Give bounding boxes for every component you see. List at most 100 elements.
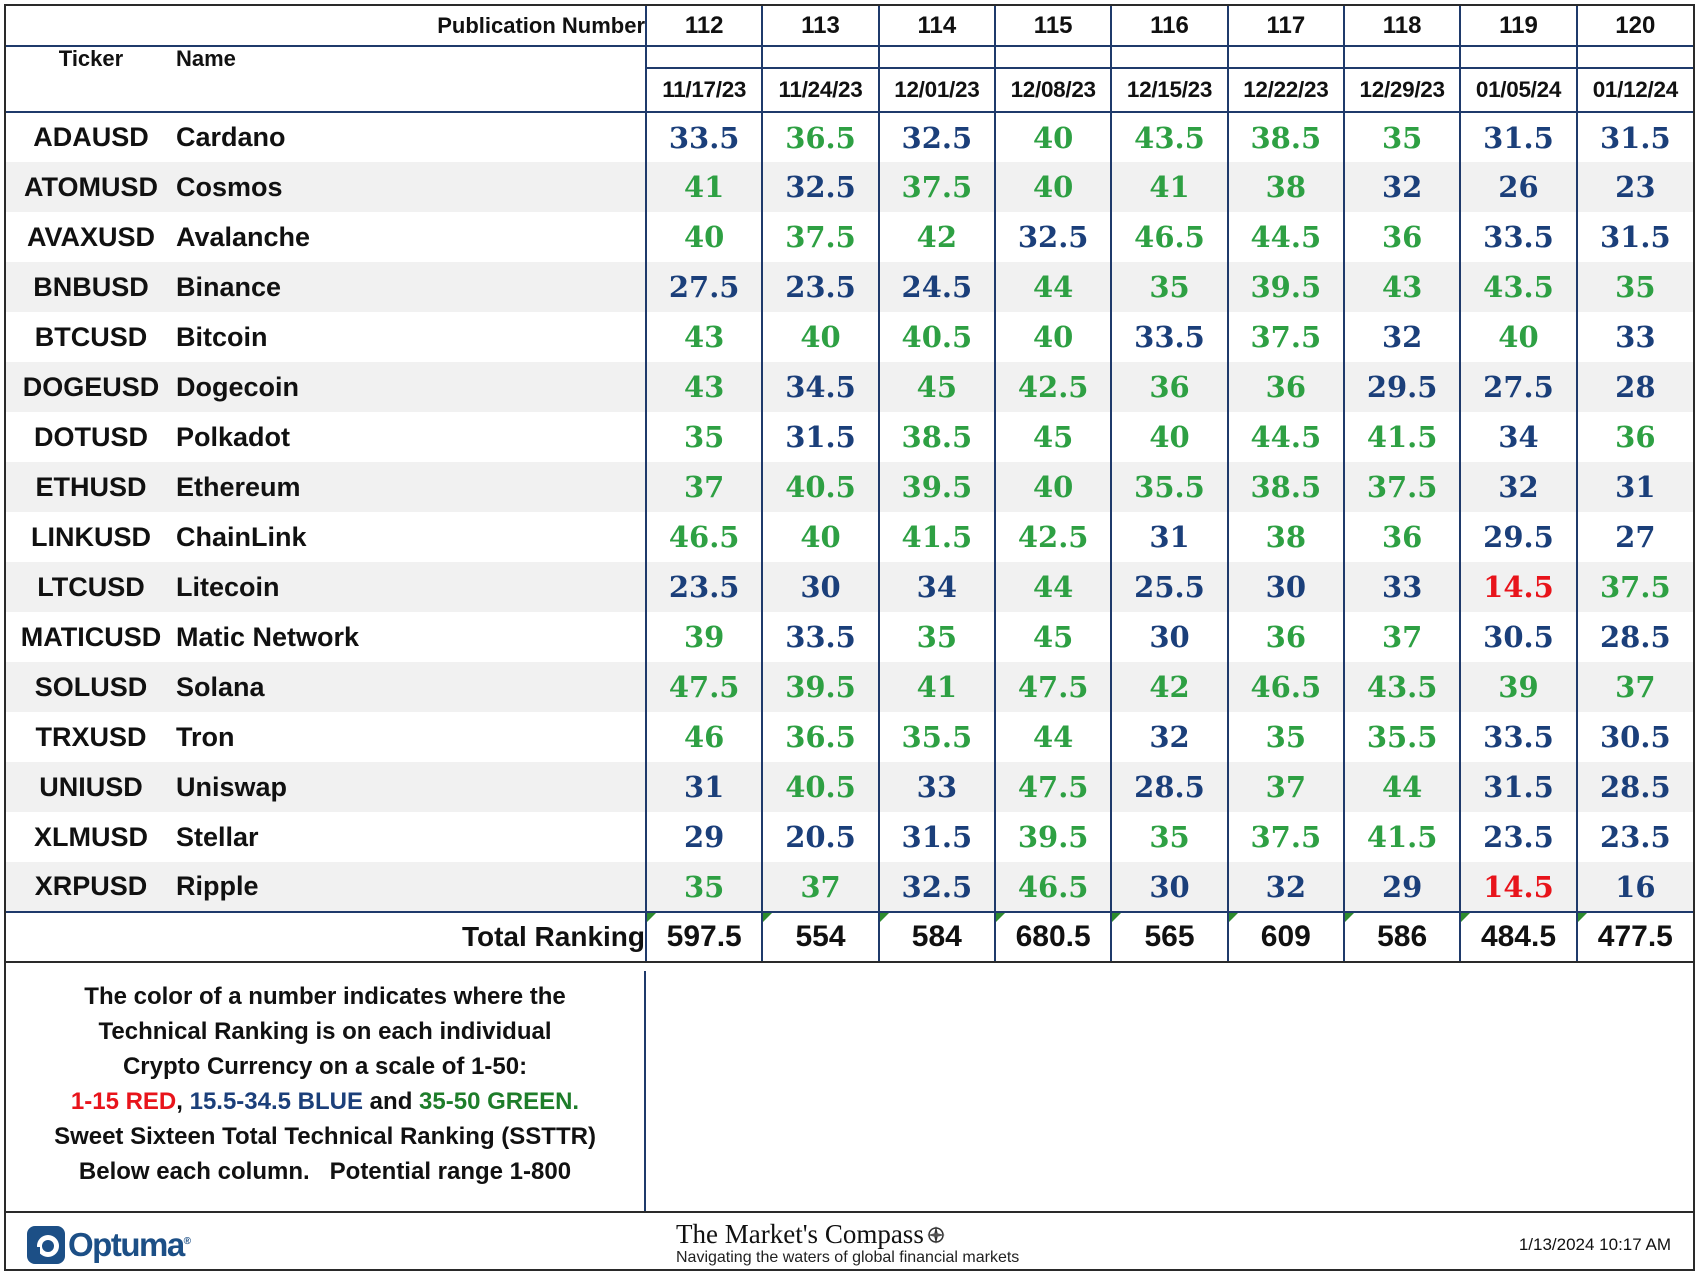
total-ranking-value: 554 (761, 911, 879, 963)
ticker-cell: ETHUSD (6, 462, 176, 512)
name-cell: Litecoin (176, 562, 647, 612)
date-header: 12/01/23 (877, 68, 995, 112)
name-cell: Cardano (176, 122, 286, 152)
date-header: 11/24/23 (761, 68, 879, 112)
ranking-value: 42 (877, 212, 995, 262)
ranking-value: 46.5 (1226, 662, 1344, 712)
name-cell: Uniswap (176, 762, 647, 812)
table-row: LINKUSD ChainLink 46.5 40 41.5 42.5 31 38 36 29.5… (6, 512, 1693, 562)
name-cell: Avalanche (176, 221, 311, 252)
ticker-cell: SOLUSD (6, 662, 176, 712)
ranking-value: 37.5 (1226, 812, 1344, 862)
ranking-value: 33 (877, 762, 995, 812)
ranking-value: 23.5 (1459, 812, 1577, 862)
ticker-cell: BTCUSD (34, 321, 148, 352)
total-ranking-value: 597.5 (645, 911, 763, 963)
ranking-value: 38 (1226, 162, 1344, 212)
ranking-value: 37.5 (761, 212, 879, 262)
ranking-value: 36 (1110, 362, 1228, 412)
ranking-value: 27 (1575, 512, 1693, 562)
ranking-value: 37.5 (1226, 312, 1344, 362)
ranking-value: 37 (1575, 662, 1693, 712)
total-ranking-value: 584 (877, 911, 995, 963)
ranking-value: 40 (761, 312, 879, 362)
legend-line: Below each column. Potential range 1-800 (78, 1158, 572, 1185)
name-cell: Bitcoin (176, 321, 268, 352)
ranking-value: 37 (1342, 612, 1461, 662)
name-cell: Dogecoin (176, 362, 647, 412)
ranking-value: 36 (1575, 412, 1693, 462)
legend-line: Sweet Sixteen Total Technical Ranking (S… (54, 1123, 596, 1150)
ranking-value: 26 (1459, 162, 1577, 212)
ranking-value: 40 (993, 462, 1112, 512)
date-header: 12/08/23 (993, 68, 1112, 112)
ranking-value: 29 (645, 812, 763, 862)
total-ranking-value: 586 (1342, 911, 1461, 963)
ranking-value: 33.5 (1459, 712, 1577, 762)
color-legend: The color of a number indicates where th… (6, 971, 646, 1213)
name-cell: Polkadot (176, 421, 291, 452)
market-compass-brand: The Market's Compass Navigating the wate… (676, 1219, 1076, 1267)
ranking-value: 28 (1575, 362, 1693, 412)
publication-number: 113 (761, 6, 879, 46)
ranking-value: 35 (1226, 712, 1344, 762)
ranking-value: 35 (1110, 812, 1228, 862)
ranking-value: 42.5 (993, 362, 1112, 412)
ranking-value: 46 (645, 712, 763, 762)
table-row: TRXUSD Tron 46 36.5 35.5 44 32 35 35.5 33.5 30.5 (6, 712, 1693, 762)
ranking-value: 23.5 (761, 262, 879, 312)
ranking-value: 41 (877, 662, 995, 712)
name-cell: Ethereum (176, 462, 647, 512)
ranking-value: 16 (1575, 862, 1693, 912)
ranking-value: 39.5 (761, 662, 879, 712)
ranking-table: Publication Number 112 113 114 115 116 1… (6, 6, 1693, 963)
name-header: Name (176, 46, 236, 71)
ranking-value: 35 (1110, 262, 1228, 312)
table-row: ATOMUSD Cosmos 41 32.5 37.5 40 41 38 32 26 23 (6, 162, 1693, 212)
ranking-value: 44.5 (1226, 412, 1344, 462)
ranking-value: 37 (1226, 762, 1344, 812)
ranking-value: 38.5 (1226, 462, 1344, 512)
ticker-cell: XRPUSD (6, 862, 176, 912)
name-cell: Binance (176, 262, 647, 312)
ranking-value: 36 (1226, 612, 1344, 662)
ranking-value: 44.5 (1226, 212, 1344, 262)
ranking-value: 32 (1226, 862, 1344, 912)
ranking-value: 31.5 (877, 812, 995, 862)
ranking-value: 30 (1110, 862, 1228, 912)
ranking-value: 31.5 (1575, 112, 1693, 162)
compass-icon (926, 1226, 945, 1244)
ticker-cell: ADAUSD (33, 122, 149, 152)
ranking-value: 14.5 (1459, 862, 1577, 912)
ranking-value: 44 (993, 712, 1112, 762)
ranking-value: 40 (993, 112, 1112, 162)
date-header: 12/22/23 (1226, 68, 1344, 112)
ranking-value: 28.5 (1575, 762, 1693, 812)
ranking-value: 38.5 (877, 412, 995, 462)
ranking-value: 30 (761, 562, 879, 612)
ranking-value: 42 (1110, 662, 1228, 712)
ranking-value: 45 (993, 412, 1112, 462)
optuma-logo-text: Optuma® (68, 1226, 192, 1263)
date-header: 12/29/23 (1342, 68, 1461, 112)
brand-tagline: Navigating the waters of global financia… (676, 1249, 1020, 1266)
total-ranking-value: 565 (1110, 911, 1228, 963)
ranking-value: 37.5 (1342, 462, 1461, 512)
ranking-value: 44 (1342, 762, 1461, 812)
total-ranking-label: Total Ranking (6, 911, 647, 963)
ranking-value: 27.5 (645, 262, 763, 312)
name-cell: Tron (176, 721, 235, 752)
ranking-value: 33.5 (761, 612, 879, 662)
publication-number: 120 (1575, 6, 1693, 46)
ticker-cell: LINKUSD (31, 521, 151, 552)
ticker-header: Ticker (58, 46, 124, 71)
table-row: MATICUSD Matic Network 39 33.5 35 45 30 36 37 30.… (6, 612, 1693, 662)
ranking-value: 32 (1459, 462, 1577, 512)
name-cell: Cosmos (176, 162, 647, 212)
ranking-value: 37 (761, 862, 879, 912)
date-header: 12/15/23 (1110, 68, 1228, 112)
ranking-value: 25.5 (1110, 562, 1228, 612)
ranking-value: 40 (761, 512, 879, 562)
date-header: 01/12/24 (1575, 68, 1693, 112)
table-row: SOLUSD Solana 47.5 39.5 41 47.5 42 46.5 43.5 39 37 (6, 662, 1693, 712)
